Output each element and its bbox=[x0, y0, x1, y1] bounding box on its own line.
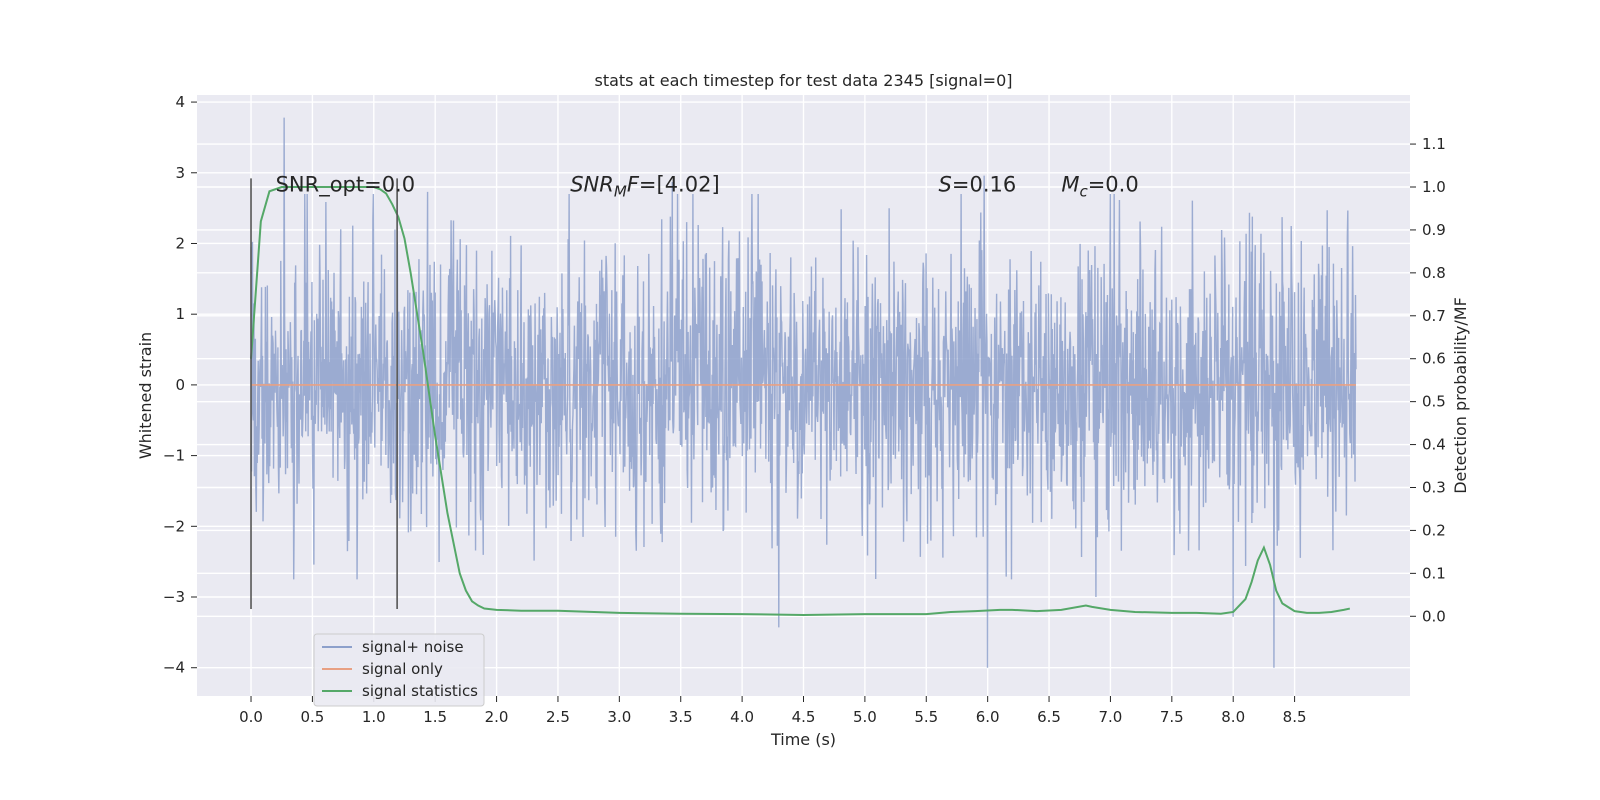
y2-tick-label: 0.7 bbox=[1422, 307, 1446, 325]
series-lines bbox=[250, 186, 1356, 616]
x-tick-label: 6.0 bbox=[976, 708, 1000, 726]
y2-tick-label: 0.8 bbox=[1422, 264, 1446, 282]
x-axis-label: Time (s) bbox=[770, 730, 836, 749]
annotations: SNR_opt=0.0 SNRMF=[4.02] S=0.16 Mc=0.0 bbox=[276, 172, 1139, 200]
x-tick-label: 6.5 bbox=[1037, 708, 1061, 726]
annotation-text: SNRMF=[4.02] bbox=[570, 172, 719, 200]
series-signal-noise bbox=[250, 117, 1357, 668]
y-tick-label: −4 bbox=[163, 659, 185, 677]
y-tick-label: −1 bbox=[163, 447, 185, 465]
y-tick-label: −3 bbox=[163, 588, 185, 606]
x-tick-label: 1.5 bbox=[423, 708, 447, 726]
y2-tick-label: 0.6 bbox=[1422, 350, 1446, 368]
x-tick-label: 4.0 bbox=[730, 708, 754, 726]
y2-tick-label: 0.0 bbox=[1422, 607, 1446, 625]
legend-box bbox=[313, 633, 485, 707]
annotation-text: S=0.16 bbox=[939, 172, 1017, 196]
legend-label: signal statistics bbox=[362, 682, 478, 700]
y2-tick-label: 0.1 bbox=[1422, 564, 1446, 582]
y2-axis-label: Detection probability/MF bbox=[1451, 297, 1470, 494]
x-tick-label: 1.0 bbox=[362, 708, 386, 726]
y2-tick-label: 1.1 bbox=[1422, 135, 1446, 153]
y-tick-label: −2 bbox=[163, 517, 185, 535]
axes: 0.0 0.5 1.0 1.5 2.0 2.5 3.0 3.5 4.0 4.5 5.0 5.5 6.0 6… bbox=[163, 93, 1446, 726]
y-tick-label: 1 bbox=[175, 305, 185, 323]
x-tick-label: 7.5 bbox=[1160, 708, 1184, 726]
legend: signal+ noise signal only signal statistic… bbox=[313, 633, 485, 707]
signal-noise-line bbox=[250, 117, 1357, 668]
y-axis-label: Whitened strain bbox=[136, 332, 155, 459]
vertical-markers bbox=[250, 178, 398, 610]
y-tick-label: 2 bbox=[175, 234, 185, 252]
legend-label: signal+ noise bbox=[362, 638, 464, 656]
y2-tick-label: 0.5 bbox=[1422, 393, 1446, 411]
x-tick-label: 2.5 bbox=[546, 708, 570, 726]
x-tick-label: 4.5 bbox=[792, 708, 816, 726]
y-tick-label: 0 bbox=[175, 376, 185, 394]
x-tick-label: 3.0 bbox=[607, 708, 631, 726]
x-tick-label: 5.5 bbox=[914, 708, 938, 726]
x-tick-label: 8.5 bbox=[1283, 708, 1307, 726]
x-tick-label: 3.5 bbox=[669, 708, 693, 726]
annotation-text: SNR_opt=0.0 bbox=[276, 172, 416, 197]
x-tick-label: 5.0 bbox=[853, 708, 877, 726]
y2-tick-label: 0.4 bbox=[1422, 436, 1446, 454]
x-tick-label: 7.0 bbox=[1099, 708, 1123, 726]
signal-statistics-line bbox=[250, 186, 1351, 616]
annotation-text: Mc=0.0 bbox=[1061, 172, 1138, 200]
y2-tick-label: 1.0 bbox=[1422, 178, 1446, 196]
x-tick-label: 0.0 bbox=[239, 708, 263, 726]
y-tick-label: 4 bbox=[175, 93, 185, 111]
x-tick-label: 2.0 bbox=[485, 708, 509, 726]
x-tick-label: 0.5 bbox=[300, 708, 324, 726]
x-tick-label: 8.0 bbox=[1221, 708, 1245, 726]
y-tick-label: 3 bbox=[175, 164, 185, 182]
y2-tick-label: 0.9 bbox=[1422, 221, 1446, 239]
y2-tick-label: 0.3 bbox=[1422, 478, 1446, 496]
chart-title: stats at each timestep for test data 234… bbox=[594, 71, 1012, 90]
legend-label: signal only bbox=[362, 660, 443, 678]
y2-tick-label: 0.2 bbox=[1422, 521, 1446, 539]
